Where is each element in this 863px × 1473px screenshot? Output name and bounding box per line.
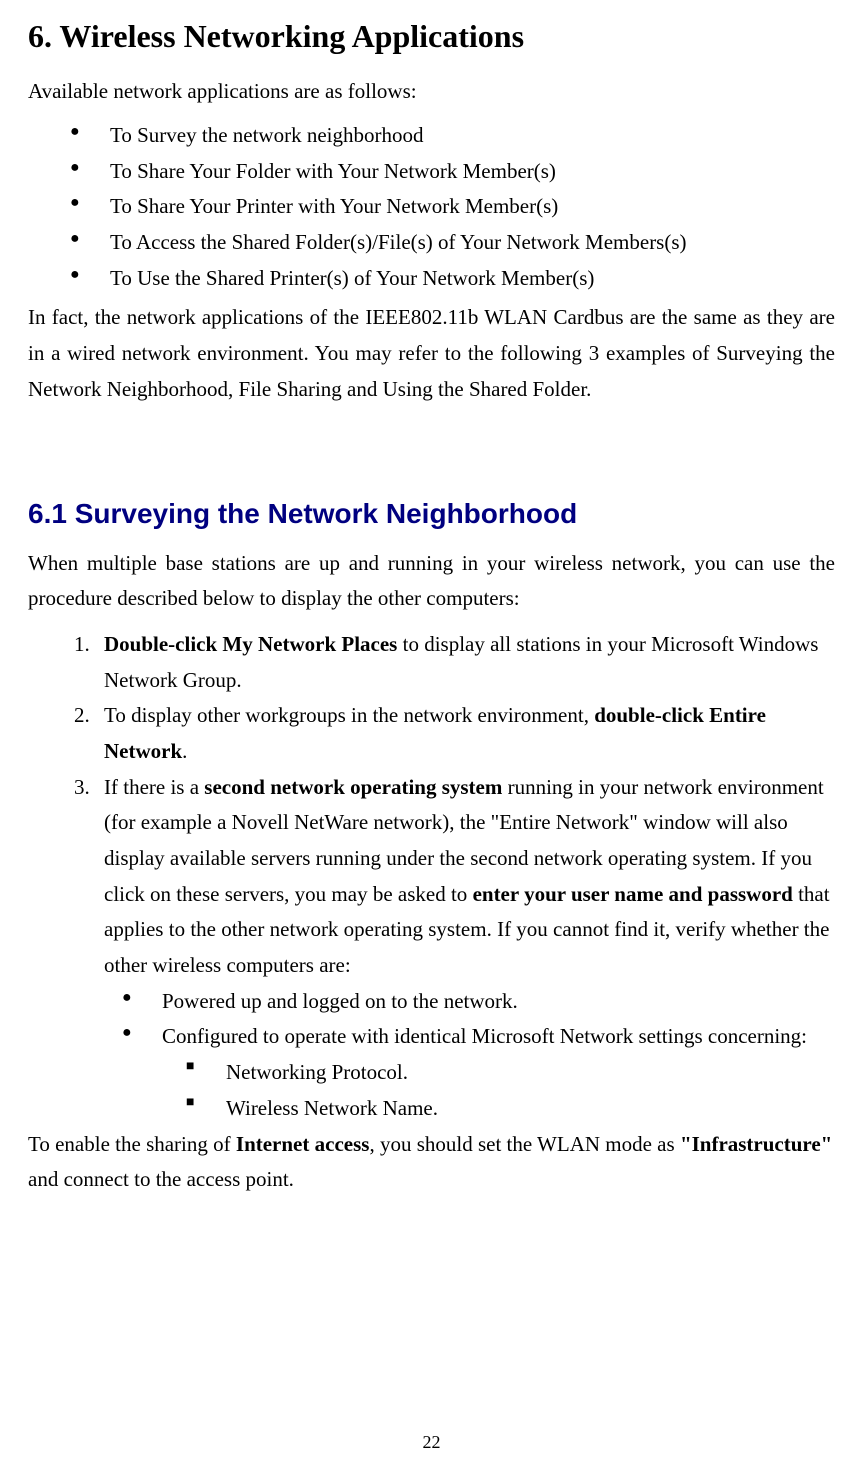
body-paragraph: In fact, the network applications of the… (28, 300, 835, 407)
sub-intro-text: When multiple base stations are up and r… (28, 546, 835, 617)
list-item: Wireless Network Name. (198, 1091, 835, 1127)
step-number: 2. (74, 698, 90, 734)
list-item: To Share Your Printer with Your Network … (82, 189, 835, 225)
square-bullet-list: Networking Protocol. Wireless Network Na… (198, 1055, 835, 1126)
closing-paragraph: To enable the sharing of Internet access… (28, 1127, 835, 1198)
sub-bullet-list: Powered up and logged on to the network.… (134, 984, 835, 1127)
list-item: Networking Protocol. (198, 1055, 835, 1091)
bold-text: Internet access (236, 1132, 370, 1156)
page-number: 22 (0, 1432, 863, 1453)
step-number: 3. (74, 770, 90, 806)
step-number: 1. (74, 627, 90, 663)
list-item-text: Configured to operate with identical Mic… (162, 1024, 807, 1048)
list-item: To Share Your Folder with Your Network M… (82, 154, 835, 190)
applications-list: To Survey the network neighborhood To Sh… (82, 118, 835, 296)
bold-text: second network operating system (204, 775, 502, 799)
step-text: If there is a (104, 775, 204, 799)
list-item: To Use the Shared Printer(s) of Your Net… (82, 261, 835, 297)
section-heading: 6. Wireless Networking Applications (28, 18, 835, 55)
closing-text: , you should set the WLAN mode as (369, 1132, 680, 1156)
steps-list: 1. Double-click My Network Places to dis… (74, 627, 835, 1127)
list-item: Configured to operate with identical Mic… (134, 1019, 835, 1126)
closing-text: and connect to the access point. (28, 1167, 294, 1191)
bold-text: Double-click My Network Places (104, 632, 397, 656)
step-text: . (182, 739, 187, 763)
intro-text: Available network applications are as fo… (28, 79, 835, 104)
list-item: To Survey the network neighborhood (82, 118, 835, 154)
closing-text: To enable the sharing of (28, 1132, 236, 1156)
step-item: 1. Double-click My Network Places to dis… (74, 627, 835, 698)
bold-text: "Infrastructure" (680, 1132, 832, 1156)
subsection-heading: 6.1 Surveying the Network Neighborhood (28, 498, 835, 530)
list-item: To Access the Shared Folder(s)/File(s) o… (82, 225, 835, 261)
step-item: 2. To display other workgroups in the ne… (74, 698, 835, 769)
step-text: To display other workgroups in the netwo… (104, 703, 594, 727)
step-item: 3. If there is a second network operatin… (74, 770, 835, 1127)
bold-text: enter your user name and password (473, 882, 793, 906)
list-item: Powered up and logged on to the network. (134, 984, 835, 1020)
